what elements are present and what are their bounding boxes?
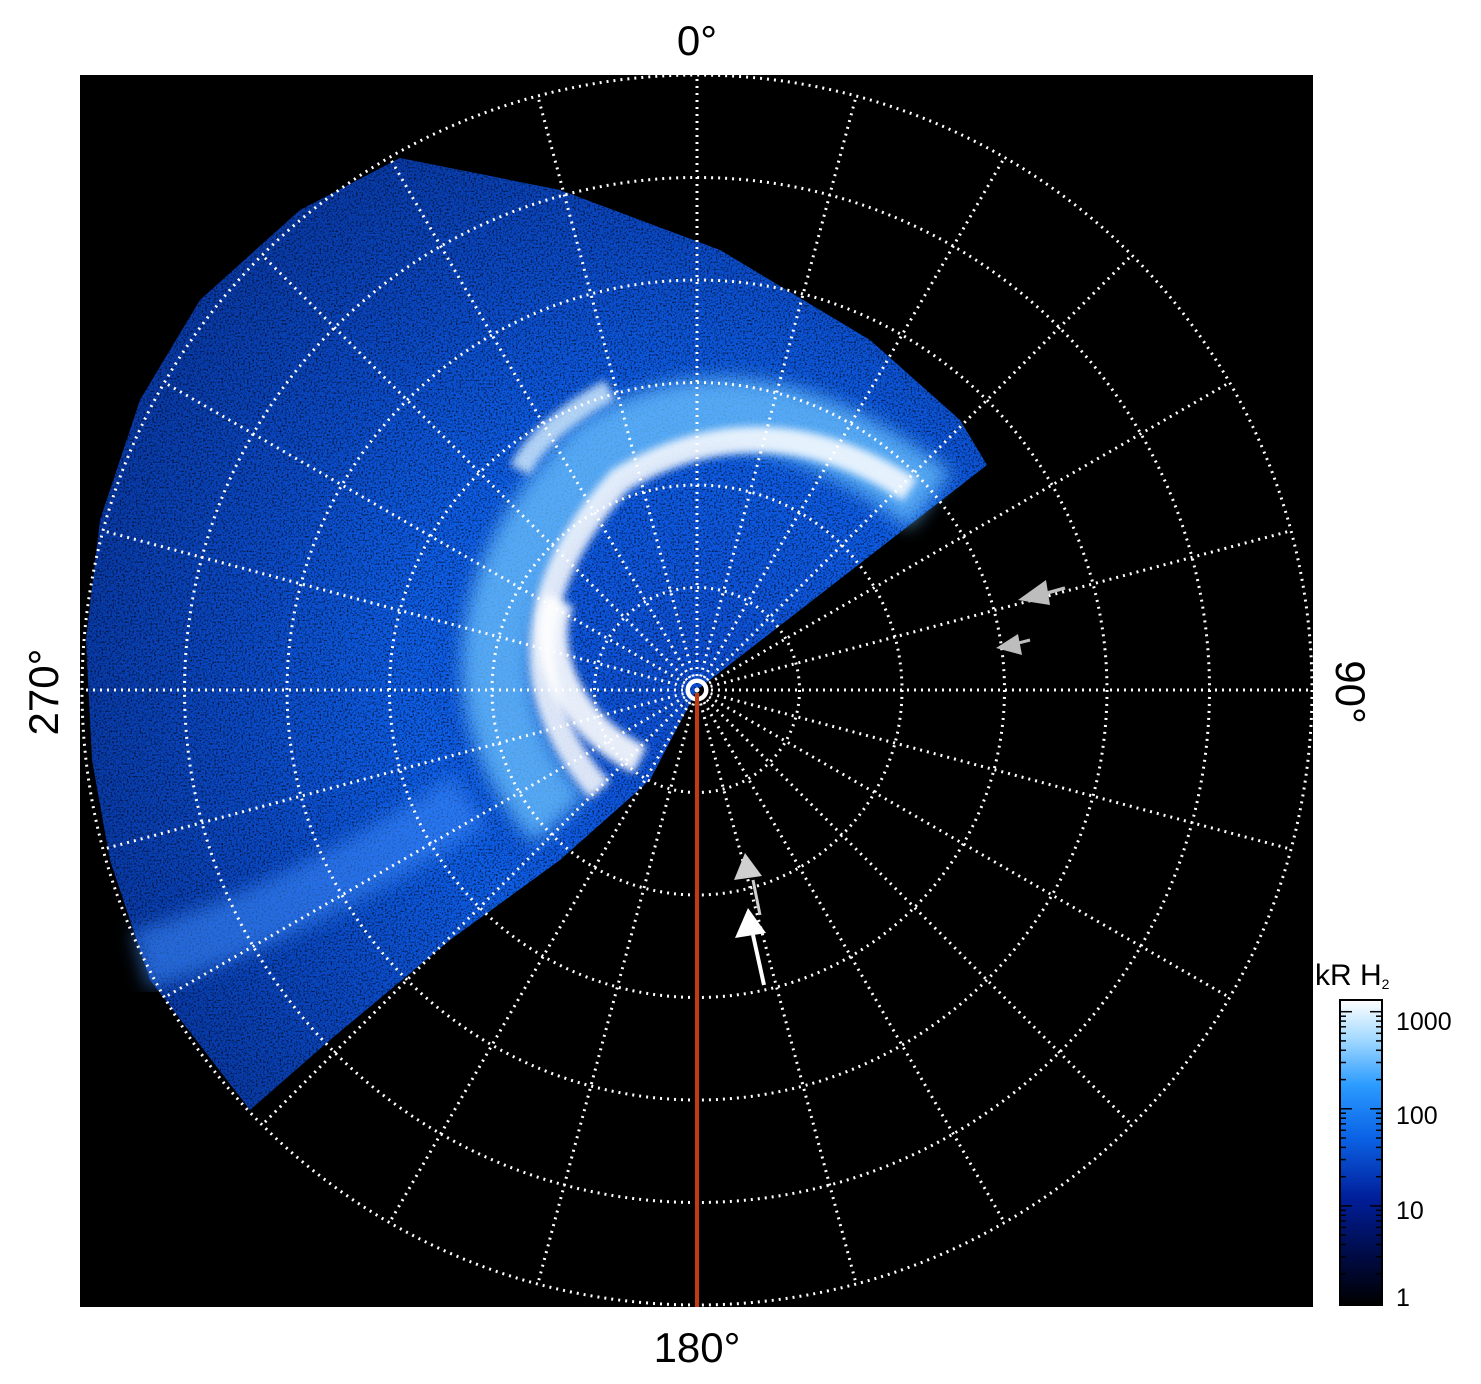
colorbar-tick-label: 1000 — [1396, 1008, 1452, 1036]
colorbar-gradient — [1339, 999, 1383, 1306]
grid-ring — [388, 381, 1006, 999]
label-270deg: 270° — [20, 649, 67, 736]
colorbar-ticks — [1340, 1010, 1382, 1304]
grid-spoke — [536, 689, 699, 1285]
grid-spoke — [388, 689, 699, 1224]
label-0deg: 0° — [677, 17, 717, 64]
arrow-gray-upper-right — [1018, 580, 1066, 605]
grid-spoke — [261, 688, 699, 1126]
label-180deg: 180° — [654, 1324, 741, 1371]
grid-spoke — [388, 156, 699, 691]
emission-wedge — [86, 158, 987, 1110]
grid-spoke — [695, 254, 1133, 692]
grid-spoke — [696, 688, 1292, 851]
grid-spoke — [102, 688, 698, 851]
arrow-white-bottom — [735, 908, 766, 986]
label-90deg: 90° — [1327, 660, 1374, 724]
grid-ring — [593, 586, 801, 794]
grid-spoke — [163, 688, 698, 999]
grid-spoke — [696, 381, 1231, 692]
grid-spoke — [695, 689, 858, 1285]
grid-ring — [285, 278, 1109, 1102]
colorbar: kR H2 1000 100 10 1 — [1315, 959, 1452, 1312]
polar-grid — [80, 75, 1313, 1307]
grid-spoke — [696, 688, 1231, 999]
grid-spoke — [261, 254, 699, 692]
colorbar-tick-label: 100 — [1396, 1102, 1438, 1130]
grid-spoke — [695, 95, 858, 691]
grid-spoke — [695, 156, 1006, 691]
arrow-gray-lower-right — [996, 634, 1031, 655]
colorbar-tick-label: 10 — [1396, 1197, 1424, 1225]
colorbar-tick-label: 1 — [1396, 1284, 1410, 1312]
colorbar-unit: kR H2 — [1315, 959, 1390, 992]
arrow-gray-bottom — [734, 853, 762, 916]
grid-spoke — [102, 529, 698, 692]
grid-spoke — [695, 689, 1006, 1224]
grid-spoke — [696, 529, 1292, 692]
grid-spoke — [163, 381, 698, 692]
grid-spoke — [695, 688, 1133, 1126]
grid-spoke — [536, 95, 699, 691]
grid-ring — [80, 75, 1313, 1307]
